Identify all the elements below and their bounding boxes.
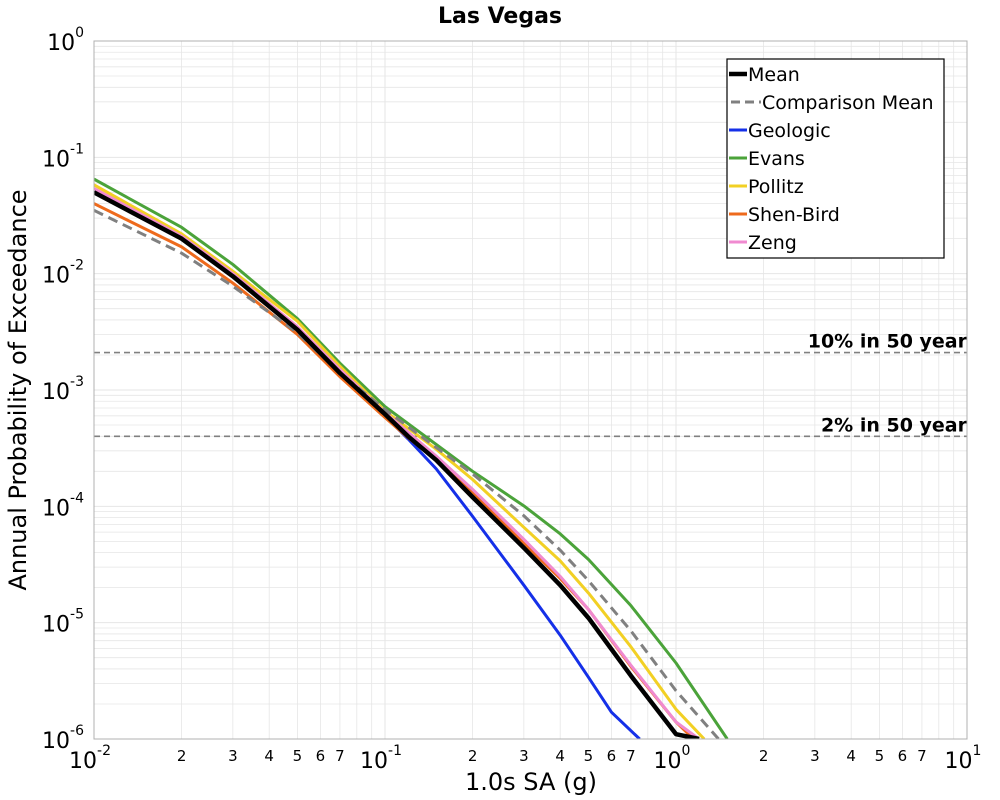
x-minor-tick-label: 4 <box>264 747 274 765</box>
x-minor-tick-label: 2 <box>468 747 478 765</box>
x-major-tick-label-4: 101 <box>945 743 982 774</box>
x-major-tick-label-2: 10-1 <box>360 743 402 774</box>
y-major-tick-label-3: 10-2 <box>42 258 84 289</box>
y-major-tick-label-1: 100 <box>47 25 84 56</box>
y-major-tick-label-5: 10-4 <box>42 490 84 521</box>
x-minor-tick-label: 7 <box>626 747 636 765</box>
y-major-tick-label-7: 10-6 <box>42 723 84 754</box>
x-minor-tick-label: 4 <box>846 747 856 765</box>
series-line-comparison-mean <box>94 209 720 739</box>
x-minor-tick-label: 2 <box>177 747 187 765</box>
legend-label-comparison-mean: Comparison Mean <box>762 92 934 114</box>
x-minor-tick-label: 5 <box>584 747 594 765</box>
x-axis-label: 1.0s SA (g) <box>465 768 597 796</box>
y-axis-label: Annual Probability of Exceedance <box>4 189 32 590</box>
x-minor-tick-label: 3 <box>810 747 820 765</box>
reference-line-label-2: 2% in 50 year <box>821 414 968 436</box>
series-group <box>94 177 729 739</box>
gridlines <box>93 41 967 740</box>
y-major-tick-label-6: 10-5 <box>42 607 84 638</box>
legend-label-geologic: Geologic <box>748 120 831 142</box>
x-minor-tick-label: 2 <box>759 747 769 765</box>
legend-label-mean: Mean <box>748 64 800 86</box>
x-minor-tick-label: 6 <box>316 747 326 765</box>
x-minor-tick-label: 6 <box>607 747 617 765</box>
x-minor-tick-label: 4 <box>555 747 565 765</box>
x-minor-tick-label: 6 <box>898 747 908 765</box>
legend-label-pollitz: Pollitz <box>748 176 804 198</box>
y-major-tick-label-4: 10-3 <box>42 374 84 405</box>
axes-frame <box>93 40 968 740</box>
series-line-mean <box>94 190 700 739</box>
x-major-tick-label-3: 100 <box>654 743 691 774</box>
x-minor-tick-label: 3 <box>228 747 238 765</box>
x-minor-tick-label: 7 <box>917 747 927 765</box>
x-minor-tick-label: 3 <box>519 747 529 765</box>
x-major-tick-label-1: 10-2 <box>69 743 111 774</box>
legend-label-zeng: Zeng <box>748 232 797 254</box>
chart-title: Las Vegas <box>438 4 562 29</box>
x-minor-tick-label: 7 <box>335 747 345 765</box>
reference-line-label-1: 10% in 50 year <box>808 331 968 353</box>
y-major-tick-label-2: 10-1 <box>42 141 84 172</box>
series-line-pollitz <box>94 183 706 739</box>
x-minor-tick-label: 5 <box>875 747 885 765</box>
legend: Mean Comparison Mean Geologic Evans Pollitz S… <box>726 58 945 259</box>
series-line-evans <box>94 177 729 739</box>
legend-frame <box>726 58 945 259</box>
legend-label-evans: Evans <box>748 148 805 170</box>
x-minor-tick-label: 5 <box>293 747 303 765</box>
legend-label-shen-bird: Shen-Bird <box>748 204 840 226</box>
